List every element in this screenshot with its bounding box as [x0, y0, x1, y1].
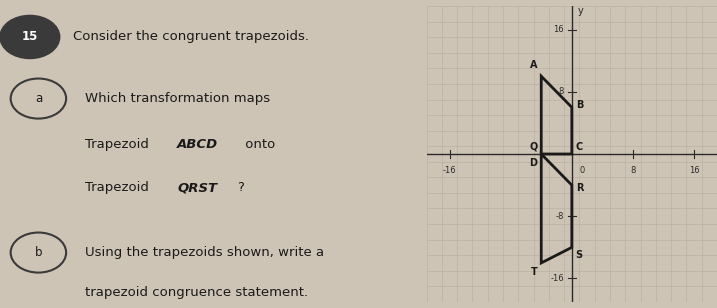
Text: 0: 0: [579, 166, 584, 175]
Text: trapezoid congruence statement.: trapezoid congruence statement.: [85, 286, 308, 299]
Text: QRST: QRST: [177, 181, 217, 194]
Text: Trapezoid: Trapezoid: [85, 181, 153, 194]
Text: 8: 8: [559, 87, 564, 96]
Text: Which transformation maps: Which transformation maps: [85, 92, 270, 105]
Text: ?: ?: [237, 181, 244, 194]
Text: 16: 16: [689, 166, 699, 175]
Text: 8: 8: [630, 166, 636, 175]
Text: D: D: [529, 158, 538, 168]
Text: S: S: [576, 250, 583, 260]
Text: -16: -16: [442, 166, 456, 175]
Text: R: R: [576, 183, 583, 193]
Text: Trapezoid: Trapezoid: [85, 138, 153, 151]
Text: a: a: [34, 92, 42, 105]
Text: Using the trapezoids shown, write a: Using the trapezoids shown, write a: [85, 246, 325, 259]
Text: -8: -8: [556, 212, 564, 221]
Text: T: T: [531, 267, 538, 277]
Text: b: b: [34, 246, 42, 259]
Text: onto: onto: [241, 138, 275, 151]
Text: ABCD: ABCD: [177, 138, 218, 151]
Text: Q: Q: [529, 142, 538, 152]
Text: 16: 16: [554, 25, 564, 34]
Text: C: C: [576, 142, 583, 152]
Text: 15: 15: [22, 30, 38, 43]
Text: -16: -16: [551, 274, 564, 283]
Text: A: A: [530, 60, 538, 70]
Text: Consider the congruent trapezoids.: Consider the congruent trapezoids.: [72, 30, 308, 43]
Text: y: y: [578, 6, 584, 16]
Text: B: B: [576, 100, 583, 110]
Circle shape: [0, 15, 60, 59]
